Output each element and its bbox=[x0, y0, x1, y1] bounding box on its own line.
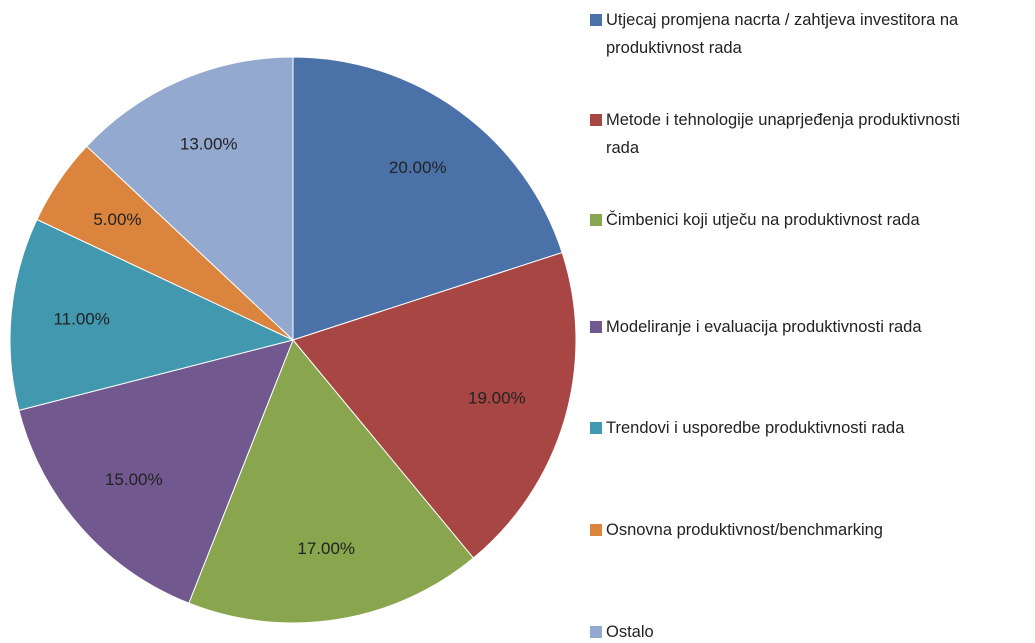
pie-slice bbox=[85, 56, 294, 342]
legend-label: Čimbenici koji utječu na produktivnost r… bbox=[606, 211, 920, 229]
legend-swatch bbox=[590, 524, 602, 536]
legend-item: Ostalo bbox=[590, 618, 654, 643]
legend-item: Osnovna produktivnost/benchmarking bbox=[590, 516, 883, 544]
legend-item: Modeliranje i evaluacija produktivnosti … bbox=[590, 313, 986, 341]
legend-swatch bbox=[590, 214, 602, 226]
legend-swatch bbox=[590, 422, 602, 434]
legend-label: Modeliranje i evaluacija produktivnosti … bbox=[606, 318, 922, 336]
data-label: 5.00% bbox=[93, 210, 141, 229]
data-label: 13.00% bbox=[180, 135, 238, 154]
legend-label: Trendovi i usporedbe produktivnosti rada bbox=[606, 419, 905, 437]
pie-slice bbox=[188, 339, 475, 624]
legend-item: Metode i tehnologije unaprjeđenja produk… bbox=[590, 106, 986, 162]
pie-slice bbox=[18, 339, 294, 604]
legend-label: Ostalo bbox=[606, 623, 654, 641]
legend-item: Čimbenici koji utječu na produktivnost r… bbox=[590, 206, 920, 234]
data-label: 17.00% bbox=[297, 539, 355, 558]
legend-swatch bbox=[590, 114, 602, 126]
pie-slice bbox=[292, 251, 577, 559]
legend-item: Trendovi i usporedbe produktivnosti rada bbox=[590, 414, 904, 442]
legend-label: Osnovna produktivnost/benchmarking bbox=[606, 521, 883, 539]
legend-label: Utjecaj promjena nacrta / zahtjeva inves… bbox=[606, 11, 959, 57]
pie-area: 20.00% 19.00% 17.00% 15.00% 11.00% 5.00% 13.00… bbox=[9, 56, 577, 624]
legend-label: Metode i tehnologije unaprjeđenja produk… bbox=[606, 111, 961, 157]
pie-slice bbox=[292, 56, 563, 341]
data-label: 11.00% bbox=[53, 310, 109, 329]
pie-slice bbox=[9, 218, 295, 411]
data-label: 19.00% bbox=[468, 389, 526, 408]
legend-item: Utjecaj promjena nacrta / zahtjeva inves… bbox=[590, 6, 986, 62]
legend-swatch bbox=[590, 321, 602, 333]
legend-swatch bbox=[590, 14, 602, 26]
data-label: 20.00% bbox=[389, 158, 447, 177]
data-label: 15.00% bbox=[105, 470, 163, 489]
legend-swatch bbox=[590, 626, 602, 638]
